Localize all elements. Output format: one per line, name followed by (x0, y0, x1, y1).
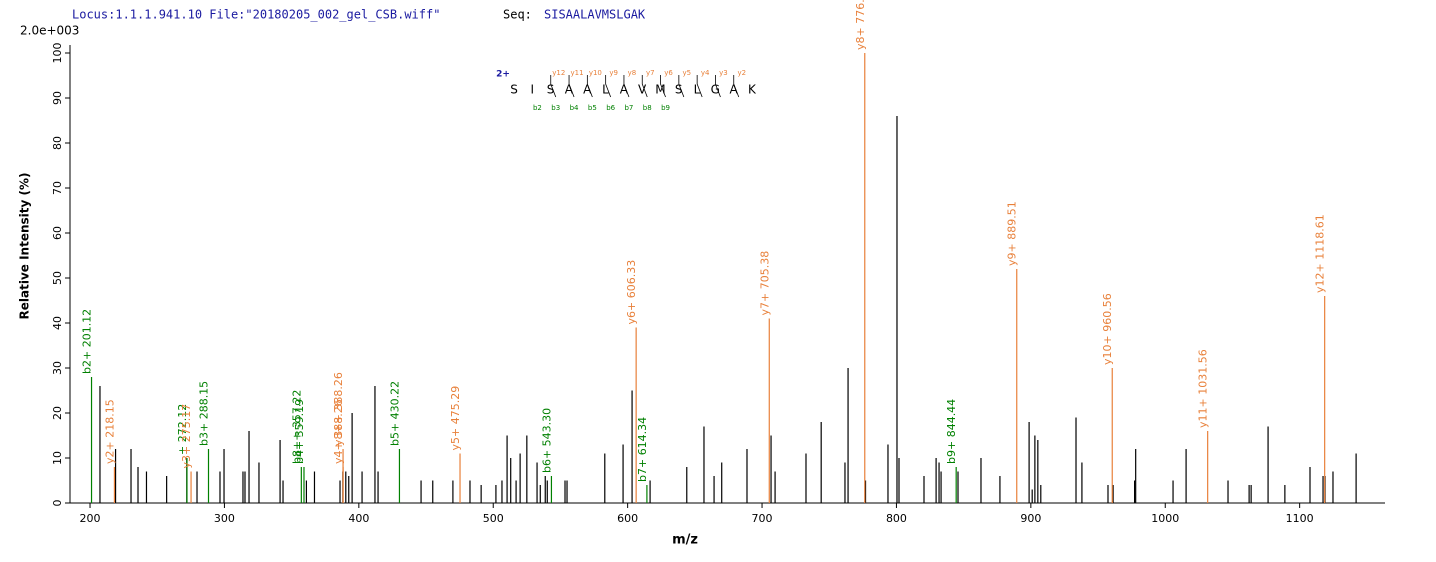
y-ion-label: y10 (589, 69, 602, 77)
y-tick-label: 80 (51, 136, 64, 150)
y-tick-label: 70 (51, 181, 64, 195)
y-ion-bracket (678, 75, 685, 98)
b-ion-label: b9 (661, 104, 670, 112)
seq-header: SISAALAVMSLGAK (544, 8, 646, 22)
x-tick-label: 900 (1020, 512, 1041, 525)
x-tick-label: 600 (617, 512, 638, 525)
residue: L (694, 83, 701, 97)
x-tick-label: 700 (752, 512, 773, 525)
y-tick-label: 60 (51, 226, 64, 240)
scale-label: 2.0e+003 (20, 24, 79, 38)
y-tick-label: 0 (51, 500, 64, 507)
y-ion-label: y5 (683, 69, 692, 77)
y-ion-label: y9 (609, 69, 618, 77)
y-tick-label: 10 (51, 451, 64, 465)
x-tick-label: 1100 (1286, 512, 1314, 525)
y-ion-bracket (660, 75, 666, 98)
y-ion-bracket (550, 75, 557, 98)
y-tick-label: 50 (51, 271, 64, 285)
y-ion-bracket (623, 75, 630, 98)
x-tick-label: 400 (348, 512, 369, 525)
y-tick-label: 100 (51, 43, 64, 64)
peak-label: y11+ 1031.56 (1197, 349, 1210, 428)
x-tick-label: 500 (483, 512, 504, 525)
peak-label: b8++ 357.22 (290, 390, 303, 464)
peak-label: y4+ 388.26 (332, 399, 345, 464)
y-ion-bracket (715, 75, 721, 98)
residue: A (583, 83, 592, 97)
y-ion-bracket (733, 75, 740, 98)
y-tick-label: 30 (51, 361, 64, 375)
peak-label: y9+ 889.51 (1006, 201, 1019, 266)
b-ion-label: b6 (606, 104, 615, 112)
y-axis-label: Relative Intensity (%) (18, 173, 32, 320)
b-ion-label: b5 (588, 104, 597, 112)
y-ion-label: y4 (701, 69, 710, 77)
y-ion-label: y8 (628, 69, 637, 77)
locus-header: Locus:1.1.1.941.10 File:"20180205_002_ge… (72, 8, 440, 22)
y-ion-label: y3 (719, 69, 728, 77)
peak-label: + 272.12 (176, 404, 189, 455)
residue: K (748, 83, 757, 97)
peak-label: y3+ 275.17 (180, 404, 193, 469)
residue: I (531, 83, 535, 97)
peak-label: b3+ 288.15 (198, 381, 211, 446)
y-ion-bracket (696, 75, 703, 98)
peak-label: b5+ 430.22 (388, 381, 401, 446)
y-ion-bracket (641, 75, 648, 98)
charge-label: 2+ (496, 70, 510, 80)
peak-label: y2+ 218.15 (103, 399, 116, 464)
peak-label: y12+ 1118.61 (1314, 214, 1327, 293)
y-ion-bracket (586, 75, 593, 98)
peak-label: b2+ 201.12 (81, 309, 94, 374)
y-ion-label: y12 (552, 69, 565, 77)
y-ion-bracket (568, 75, 575, 98)
residue: A (620, 83, 629, 97)
peak-label: b9+ 844.44 (945, 399, 958, 464)
residue: A (565, 83, 574, 97)
seq-label: Seq: (503, 8, 532, 22)
residue: L (602, 83, 609, 97)
b-ion-label: b7 (624, 104, 633, 112)
x-tick-label: 200 (80, 512, 101, 525)
peak-label: y8++ 388.26 (332, 372, 345, 446)
peak-label: y10+ 960.56 (1101, 293, 1114, 365)
y-ion-bracket (605, 75, 612, 98)
b-ion-label: b8 (643, 104, 652, 112)
b-ion-label: b2 (533, 104, 542, 112)
residue: S (510, 83, 518, 97)
residue: S (547, 83, 555, 97)
residue: M (655, 83, 665, 97)
peak-label: y7+ 705.38 (758, 251, 771, 316)
y-ion-label: y11 (571, 69, 584, 77)
x-tick-label: 800 (886, 512, 907, 525)
y-ion-label: y2 (737, 69, 746, 77)
x-axis-label: m/z (672, 533, 698, 548)
residue: A (729, 83, 738, 97)
y-tick-label: 40 (51, 316, 64, 330)
peak-label: b6+ 543.30 (540, 408, 553, 473)
y-tick-label: 20 (51, 406, 64, 420)
peak-label: y6+ 606.33 (625, 260, 638, 325)
residue: S (675, 83, 683, 97)
peak-label: b7+ 614.34 (636, 417, 649, 482)
peak-label: y8+ 776.43 (854, 0, 867, 50)
y-ion-label: y7 (646, 69, 655, 77)
y-tick-label: 90 (51, 91, 64, 105)
peak-label: y5+ 475.29 (449, 386, 462, 451)
peak-label: b4+ 359.19 (293, 399, 306, 464)
b-ion-label: b3 (551, 104, 560, 112)
residue: G (711, 83, 720, 97)
residue: V (638, 83, 647, 97)
b-ion-label: b4 (570, 104, 579, 112)
x-tick-label: 1000 (1151, 512, 1179, 525)
y-ion-label: y6 (664, 69, 673, 77)
x-tick-label: 300 (214, 512, 235, 525)
